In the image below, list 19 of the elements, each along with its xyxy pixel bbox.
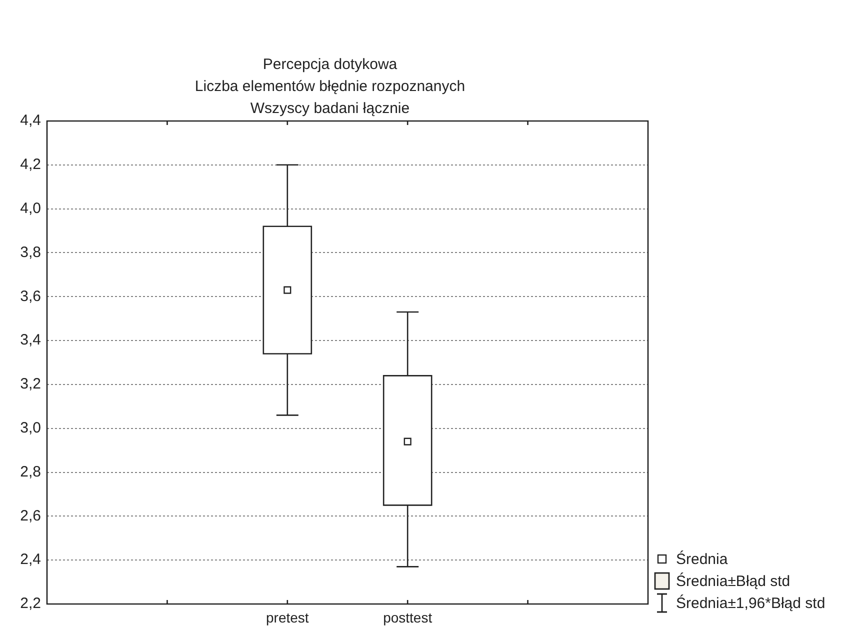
y-tick-label: 3,6 — [20, 288, 41, 305]
chart-subtitle: Liczba elementów błędnie rozpoznanych Wszyscy badani łącznie — [194, 77, 466, 119]
y-tick-label: 4,0 — [20, 200, 41, 217]
y-tick-label: 3,0 — [20, 420, 41, 437]
y-tick-label: 3,4 — [20, 332, 41, 349]
x-tick-label: pretest — [266, 609, 309, 626]
y-tick-label: 4,2 — [20, 156, 41, 174]
text: Średnia — [676, 550, 728, 568]
y-tick-label: 3,2 — [20, 376, 41, 393]
y-tick-label: 2,8 — [20, 463, 41, 480]
y-tick-label: 4,4 — [20, 112, 41, 130]
y-tick-label: 2,6 — [20, 507, 41, 524]
x-tick-label: posttest — [383, 609, 432, 626]
chart-title: Percepcja dotykowa — [262, 55, 398, 75]
y-tick-label: 3,8 — [20, 244, 41, 261]
y-tick-label: 2,2 — [20, 595, 41, 612]
text: Średnia±1,96*Błąd std — [676, 594, 826, 612]
text: Średnia±Błąd std — [676, 572, 790, 590]
y-tick-label: 2,4 — [20, 551, 41, 568]
